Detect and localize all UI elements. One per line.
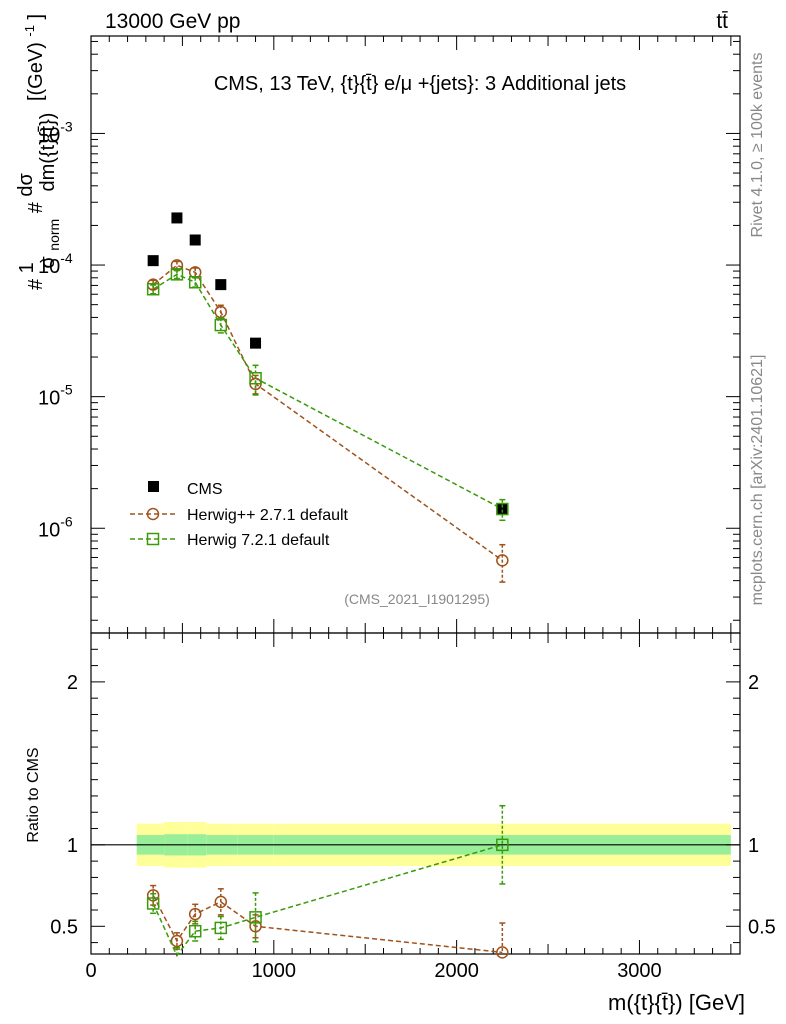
data-point-cms bbox=[147, 255, 159, 267]
x-tick-label: 1000 bbox=[252, 960, 297, 982]
legend: CMS Herwig++ 2.7.1 default Herwig 7.2.1 … bbox=[130, 481, 349, 549]
x-axis-label: m({t}{t̄}) [GeV] bbox=[608, 990, 745, 1015]
y-tick-label: 10-6 bbox=[38, 513, 73, 541]
y-label-sigma: σ bbox=[37, 256, 59, 269]
x-tick-label: 2000 bbox=[434, 960, 479, 982]
ratio-y-tick-label-right: 1 bbox=[748, 835, 759, 857]
ratio-point-herwig7 bbox=[214, 921, 228, 935]
y-tick-mantissa: 10 bbox=[38, 124, 60, 146]
data-point-herwig7 bbox=[170, 268, 184, 281]
y-axis-label: # 1 σ norm # dσ dm({t}{t̄}) [(GeV) -1 ] bbox=[15, 14, 64, 290]
data-point-herwig7 bbox=[188, 276, 202, 289]
data-point-herwig7 bbox=[214, 318, 228, 332]
data-point-herwig7 bbox=[249, 371, 262, 385]
ratio-line-0 bbox=[152, 894, 503, 954]
ratio-plot-panel: 0.5 0.5 1 1 2 2 Ratio to CMS bbox=[25, 632, 776, 959]
series-line-2 bbox=[152, 273, 503, 510]
y-tick-label: 10-3 bbox=[38, 118, 73, 146]
legend-herwigpp-marker bbox=[146, 507, 160, 521]
ratio-y-tick-label: 0.5 bbox=[50, 916, 78, 938]
plot-title: CMS, 13 TeV, {t}{t̄} e/μ +{jets}: 3 Addi… bbox=[214, 73, 626, 95]
data-point-cms bbox=[189, 234, 201, 246]
y-tick-mantissa: 10 bbox=[38, 388, 60, 410]
ratio-y-label: Ratio to CMS bbox=[25, 747, 42, 842]
y-tick-mantissa: 10 bbox=[38, 519, 60, 541]
y-tick-mantissa: 10 bbox=[38, 256, 60, 278]
data-point-herwig7 bbox=[496, 502, 509, 516]
y-label-hash2: # bbox=[25, 201, 47, 213]
y-label-hash1: # bbox=[25, 278, 47, 290]
rivet-version-label: Rivet 4.1.0, ≥ 100k events bbox=[749, 53, 766, 238]
legend-herwigpp-label: Herwig++ 2.7.1 default bbox=[187, 507, 349, 524]
data-point-cms bbox=[215, 279, 227, 291]
ratio-point-herwigpp bbox=[188, 907, 202, 921]
ratio-point-herwigpp bbox=[496, 946, 509, 959]
x-tick-labels: 0 1000 2000 3000 bbox=[85, 960, 661, 982]
y-tick-exponent: -4 bbox=[60, 250, 73, 266]
main-axis-ticks: 10-310-410-510-6 bbox=[38, 36, 740, 633]
data-point-herwigpp bbox=[496, 554, 509, 567]
ratio-point-herwig7 bbox=[146, 897, 160, 910]
energy-label: 13000 GeV pp bbox=[105, 10, 240, 33]
data-point-cms bbox=[496, 503, 508, 515]
y-tick-exponent: -5 bbox=[60, 382, 73, 398]
main-plot-panel: 10-310-410-510-6 CMS, 13 TeV, {t}{t̄} e/… bbox=[15, 14, 741, 634]
legend-herwig7-label: Herwig 7.2.1 default bbox=[187, 532, 330, 549]
y-tick-exponent: -6 bbox=[60, 513, 73, 529]
ratio-y-tick-label-right: 2 bbox=[748, 672, 759, 694]
y-label-unit-close: ] bbox=[25, 14, 47, 20]
y-label-unit-exp: -1 bbox=[22, 25, 37, 37]
y-label-norm: norm bbox=[46, 219, 62, 251]
y-label-one: 1 bbox=[16, 262, 38, 273]
ratio-point-herwig7 bbox=[249, 911, 262, 924]
process-label: tt̄ bbox=[716, 10, 728, 33]
ratio-y-tick-label-right: 0.5 bbox=[748, 916, 776, 938]
ratio-y-tick-label: 2 bbox=[67, 672, 78, 694]
ratio-line-1 bbox=[152, 844, 503, 958]
mcplots-label: mcplots.cern.ch [arXiv:2401.10621] bbox=[749, 355, 766, 606]
main-series-group bbox=[146, 212, 509, 583]
data-point-cms bbox=[250, 337, 262, 349]
ratio-axis-ticks: 0.5 0.5 1 1 2 2 bbox=[50, 633, 776, 954]
x-tick-label: 3000 bbox=[617, 960, 662, 982]
y-label-dsigma: dσ bbox=[15, 172, 37, 196]
ratio-plot-frame bbox=[90, 632, 741, 955]
svg-text:# 1 σ: # 1 σ norm # dσ dm({t}{t̄}) [(GeV) -1 ] bbox=[15, 14, 64, 290]
ratio-y-tick-label: 1 bbox=[67, 835, 78, 857]
ratio-point-herwig7 bbox=[496, 838, 509, 852]
ratio-uncertainty-bands bbox=[91, 822, 740, 868]
analysis-watermark: (CMS_2021_I1901295) bbox=[344, 591, 490, 607]
x-tick-label: 0 bbox=[85, 960, 96, 982]
y-label-unit: [(GeV) bbox=[25, 42, 47, 101]
ratio-point-herwig7 bbox=[188, 924, 202, 938]
data-point-cms bbox=[171, 212, 183, 224]
ratio-point-herwigpp bbox=[170, 934, 184, 948]
ratio-point-herwigpp bbox=[214, 895, 228, 909]
legend-cms-label: CMS bbox=[187, 481, 223, 498]
legend-herwig7-marker bbox=[146, 532, 160, 546]
data-point-herwig7 bbox=[146, 282, 160, 296]
y-tick-label: 10-5 bbox=[38, 382, 73, 410]
legend-cms-marker bbox=[148, 481, 159, 492]
y-label-dm: dm({t}{t̄}) bbox=[37, 113, 59, 192]
ratio-series-group bbox=[146, 804, 509, 959]
y-tick-exponent: -3 bbox=[60, 118, 73, 134]
y-tick-label: 10-4 bbox=[38, 250, 73, 278]
